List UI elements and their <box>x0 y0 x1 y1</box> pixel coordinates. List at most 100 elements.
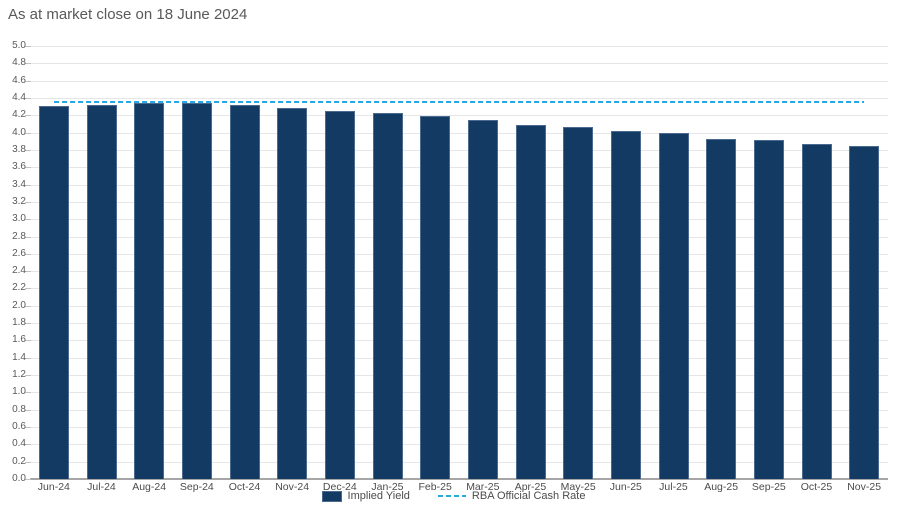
y-axis-label: 0.8 <box>12 403 26 415</box>
gridline <box>30 409 888 411</box>
x-axis-label: Mar-25 <box>466 481 500 493</box>
rba-cash-rate-line <box>53 101 865 104</box>
gridline <box>30 236 888 238</box>
implied-yield-swatch-icon <box>321 490 342 502</box>
bar-nov-24[interactable] <box>277 108 308 479</box>
x-axis-label: Jul-24 <box>87 481 116 493</box>
x-axis-label: Sep-24 <box>179 481 214 493</box>
gridline <box>30 201 888 203</box>
y-axis-tick <box>25 236 31 238</box>
chart-title: As at market close on 18 June 2024 <box>8 6 248 23</box>
bar-feb-25[interactable] <box>420 116 451 479</box>
bar-mar-25[interactable] <box>467 119 498 479</box>
gridline <box>30 392 888 394</box>
dashed-line-swatch-icon <box>437 495 466 497</box>
gridline <box>30 305 888 307</box>
bar-aug-24[interactable] <box>134 103 165 479</box>
y-axis-label: 3.4 <box>12 178 26 190</box>
gridline <box>30 461 888 463</box>
y-axis-label: 1.8 <box>12 317 26 329</box>
y-axis-label: 2.0 <box>12 299 26 311</box>
bar-aug-25[interactable] <box>706 138 737 479</box>
legend-label: RBA Official Cash Rate <box>471 490 586 502</box>
bar-dec-24[interactable] <box>324 110 355 479</box>
y-axis-label: 0.2 <box>12 455 26 467</box>
y-axis-tick <box>25 219 31 221</box>
bar-jul-25[interactable] <box>658 133 689 479</box>
y-axis-tick <box>25 288 31 290</box>
x-axis-label: Aug-24 <box>132 481 167 493</box>
y-axis-label: 2.4 <box>12 265 26 277</box>
y-axis-label: 0.4 <box>12 438 26 450</box>
y-axis-label: 3.2 <box>12 195 26 207</box>
y-axis-tick <box>25 167 31 169</box>
y-axis-tick <box>25 357 31 359</box>
y-axis-tick <box>25 63 31 65</box>
y-axis-tick <box>25 444 31 446</box>
gridline <box>30 357 888 359</box>
y-axis-label: 4.2 <box>12 109 26 121</box>
gridline <box>30 288 888 290</box>
y-axis-label: 4.0 <box>12 126 26 138</box>
y-axis-tick <box>25 115 31 117</box>
plot-area <box>25 46 888 480</box>
bar-jan-25[interactable] <box>372 112 403 479</box>
gridline <box>30 167 888 169</box>
bar-jul-24[interactable] <box>86 104 117 479</box>
gridline <box>30 444 888 446</box>
bar-jun-25[interactable] <box>610 130 641 479</box>
x-axis-label: Jun-25 <box>609 481 642 493</box>
gridline <box>30 427 888 429</box>
x-axis-label: Jul-25 <box>659 481 688 493</box>
y-axis-tick <box>25 184 31 186</box>
y-axis-tick <box>25 409 31 411</box>
y-axis-label: 2.2 <box>12 282 26 294</box>
legend-label: Implied Yield <box>347 490 410 502</box>
y-axis-tick <box>25 253 31 255</box>
gridline <box>30 375 888 377</box>
gridline <box>30 340 888 342</box>
y-axis-tick <box>25 80 31 82</box>
y-axis-tick <box>25 46 31 47</box>
y-axis-tick <box>25 201 31 203</box>
y-axis-label: 0.6 <box>12 421 26 433</box>
bar-nov-25[interactable] <box>849 146 880 479</box>
y-axis-label: 0.0 <box>12 473 26 484</box>
y-axis-label: 4.4 <box>12 91 26 103</box>
y-axis-label: 1.0 <box>12 386 26 398</box>
legend-item-rba-cash-rate[interactable]: RBA Official Cash Rate <box>437 490 586 502</box>
bar-oct-24[interactable] <box>229 104 260 479</box>
bar-jun-24[interactable] <box>38 105 69 479</box>
y-axis-tick <box>25 479 31 480</box>
x-axis-label: May-25 <box>560 481 596 493</box>
bar-sep-25[interactable] <box>753 140 784 479</box>
y-axis-tick <box>25 97 31 99</box>
gridline <box>30 46 888 47</box>
bar-sep-24[interactable] <box>181 103 212 479</box>
x-axis-label: Feb-25 <box>418 481 452 493</box>
gridline <box>30 271 888 273</box>
legend: Implied Yield RBA Official Cash Rate <box>0 490 907 502</box>
y-axis-label: 5.0 <box>12 40 26 51</box>
y-axis-label: 4.8 <box>12 57 26 69</box>
x-axis-label: Oct-24 <box>228 481 261 493</box>
gridline <box>30 115 888 117</box>
x-axis-label: Nov-24 <box>275 481 310 493</box>
bar-oct-25[interactable] <box>801 143 832 479</box>
legend-item-implied-yield[interactable]: Implied Yield <box>321 490 410 502</box>
bar-apr-25[interactable] <box>515 124 546 479</box>
y-axis-label: 4.6 <box>12 74 26 86</box>
y-axis-tick <box>25 340 31 342</box>
gridline <box>30 184 888 186</box>
x-axis-label: Jan-25 <box>371 481 404 493</box>
y-axis-tick <box>25 375 31 377</box>
y-axis-tick <box>25 392 31 394</box>
x-axis-label: Oct-25 <box>800 481 833 493</box>
x-axis-label: Nov-25 <box>847 481 882 493</box>
bar-may-25[interactable] <box>563 127 594 479</box>
y-axis-tick <box>25 323 31 325</box>
gridline <box>30 219 888 221</box>
y-axis-label: 1.6 <box>12 334 26 346</box>
y-axis-tick <box>25 461 31 463</box>
